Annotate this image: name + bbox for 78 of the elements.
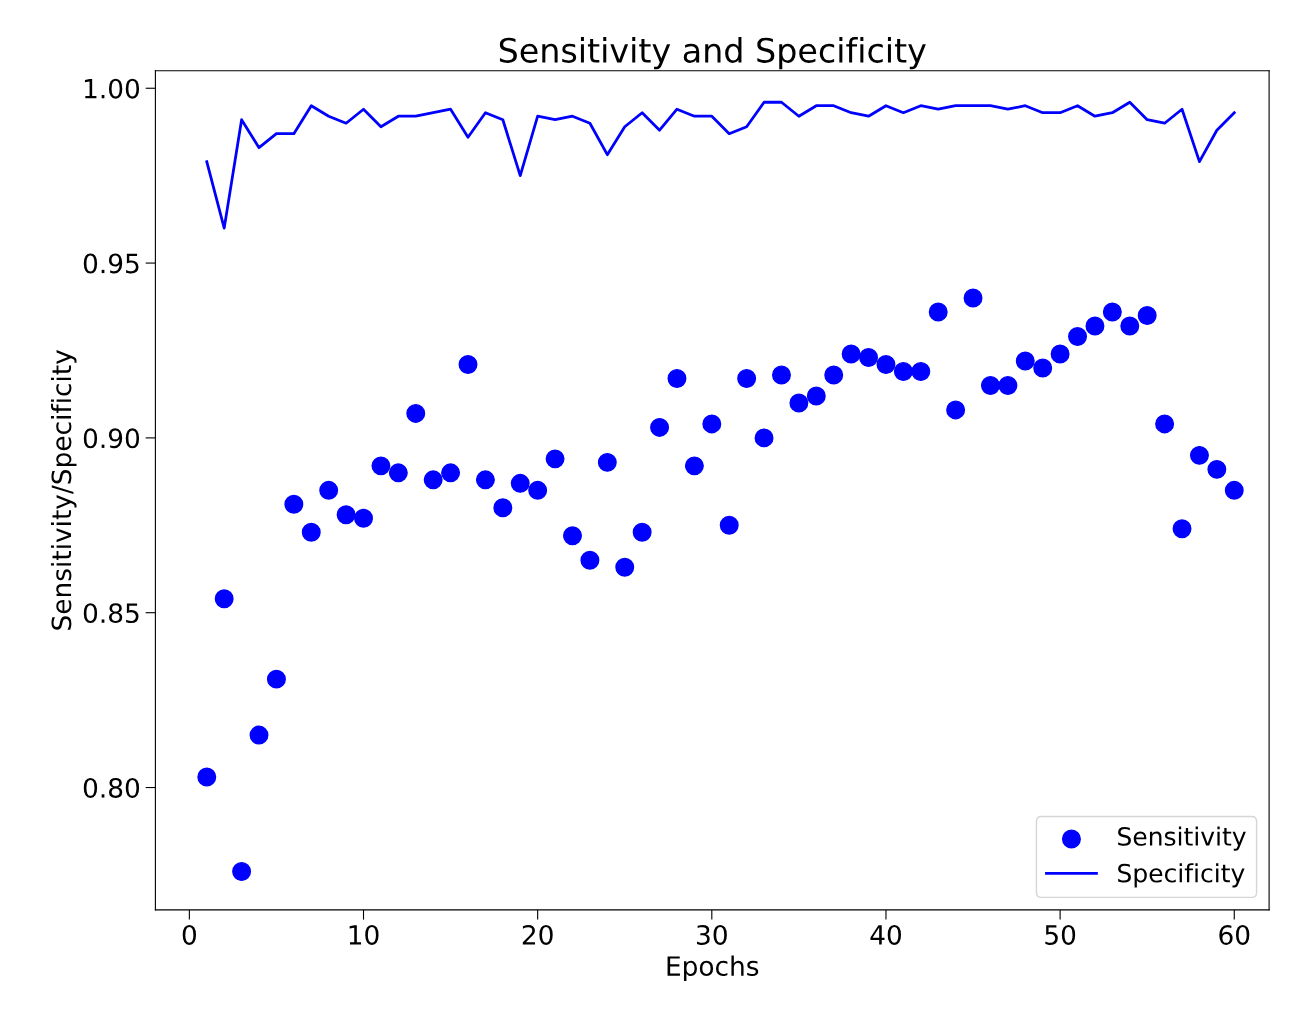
point bbox=[667, 368, 687, 388]
point bbox=[388, 463, 408, 483]
point bbox=[1085, 316, 1105, 336]
y-axis-title: Sensitivity/Specificity bbox=[50, 349, 77, 630]
point bbox=[1224, 480, 1244, 500]
point bbox=[632, 522, 652, 542]
y-tick-label: 0.95 bbox=[83, 253, 139, 274]
point bbox=[528, 480, 548, 500]
x-tick-label: 60 bbox=[1219, 924, 1250, 945]
point bbox=[771, 365, 791, 385]
point bbox=[789, 393, 809, 413]
point bbox=[1172, 519, 1192, 539]
point bbox=[876, 354, 896, 374]
x-tick-label: 50 bbox=[1045, 924, 1076, 945]
x-axis-title: Epochs bbox=[667, 955, 759, 982]
point bbox=[232, 861, 252, 881]
point bbox=[928, 302, 948, 322]
point bbox=[371, 456, 391, 476]
x-tick-label: 20 bbox=[522, 924, 553, 945]
point bbox=[441, 463, 461, 483]
point bbox=[354, 508, 373, 528]
point bbox=[423, 470, 443, 490]
point bbox=[615, 557, 635, 577]
point bbox=[1068, 327, 1088, 346]
point bbox=[806, 386, 826, 406]
point bbox=[1189, 445, 1209, 465]
y-tick-label: 1.00 bbox=[84, 78, 140, 99]
point bbox=[249, 725, 269, 745]
point bbox=[1033, 358, 1053, 378]
x-tick-label: 40 bbox=[870, 924, 901, 945]
point bbox=[266, 669, 286, 689]
line-series bbox=[205, 100, 1236, 230]
point bbox=[754, 428, 774, 448]
point bbox=[946, 400, 966, 420]
point bbox=[580, 550, 600, 570]
legend-label: Sensitivity bbox=[1118, 826, 1246, 851]
point bbox=[545, 449, 565, 469]
point bbox=[475, 470, 495, 490]
x-tick-label: 0 bbox=[182, 924, 196, 945]
point bbox=[684, 456, 704, 476]
point bbox=[841, 344, 861, 364]
point bbox=[859, 347, 879, 367]
y-tick-label: 0.85 bbox=[83, 603, 139, 624]
point bbox=[1207, 459, 1227, 479]
point bbox=[493, 498, 513, 518]
point bbox=[911, 361, 931, 381]
point bbox=[1137, 306, 1157, 325]
point bbox=[458, 354, 478, 374]
point bbox=[406, 403, 426, 423]
point bbox=[980, 375, 1000, 395]
point bbox=[284, 494, 304, 514]
legend-label: Specificity bbox=[1118, 863, 1245, 888]
point bbox=[510, 473, 530, 493]
point bbox=[1050, 344, 1070, 364]
point bbox=[702, 414, 722, 434]
x-tick-label: 30 bbox=[697, 924, 727, 945]
point bbox=[197, 767, 217, 787]
point bbox=[319, 480, 339, 500]
point bbox=[737, 368, 757, 388]
point bbox=[719, 515, 739, 535]
point bbox=[563, 526, 582, 546]
point bbox=[214, 589, 234, 609]
point bbox=[893, 361, 913, 381]
point bbox=[650, 417, 670, 437]
point bbox=[1015, 351, 1035, 371]
y-tick-label: 0.90 bbox=[83, 428, 140, 449]
x-tick-label: 10 bbox=[349, 924, 379, 945]
point bbox=[998, 375, 1018, 395]
chart-title: Sensitivity and Specificity bbox=[499, 37, 926, 70]
point bbox=[1102, 302, 1122, 322]
point bbox=[963, 288, 983, 308]
point bbox=[824, 365, 844, 385]
point bbox=[597, 452, 617, 472]
point bbox=[1120, 316, 1140, 336]
point bbox=[1155, 414, 1175, 434]
y-tick-label: 0.80 bbox=[83, 777, 140, 798]
point bbox=[336, 505, 356, 525]
point bbox=[301, 522, 321, 542]
